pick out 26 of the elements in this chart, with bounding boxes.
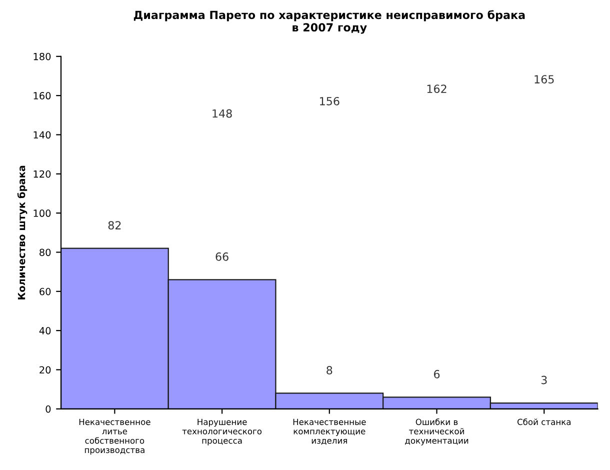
y-tick-label: 40: [39, 327, 51, 334]
x-tick-label: Некачественные комплектующие изделия: [293, 418, 366, 445]
y-tick-label: 0: [46, 405, 51, 413]
y-tick-label: 20: [40, 366, 51, 374]
y-tick-label: 80: [40, 248, 51, 256]
x-tick-label: Некачественное литье собственного производства: [79, 418, 150, 455]
data-label: 6: [434, 370, 440, 378]
y-tick-label: 100: [34, 210, 51, 217]
annotation: 165: [534, 75, 554, 84]
data-label: 82: [108, 221, 121, 230]
y-tick-label: 60: [40, 288, 51, 296]
x-tick-label: Сбой станка: [517, 418, 570, 426]
y-tick-label: 120: [34, 170, 51, 178]
annotation: 156: [320, 96, 340, 106]
data-label: 8: [326, 366, 332, 374]
y-tick-label: 160: [34, 92, 51, 100]
chart-title: Диаграмма Парето по характеристике неисправимого брака в 2007 году: [134, 10, 525, 34]
annotation: 148: [212, 109, 232, 118]
data-label: 3: [541, 376, 547, 384]
y-tick-label: 180: [34, 52, 51, 60]
x-tick-label: Ошибки в технической документации: [405, 418, 468, 446]
x-tick-label: Нарушение технологического процесса: [182, 418, 262, 446]
y-tick-label: 140: [34, 131, 51, 139]
y-axis-title: Количество штук брака: [17, 166, 28, 300]
data-label: 66: [216, 252, 228, 261]
annotation: 162: [427, 84, 446, 94]
